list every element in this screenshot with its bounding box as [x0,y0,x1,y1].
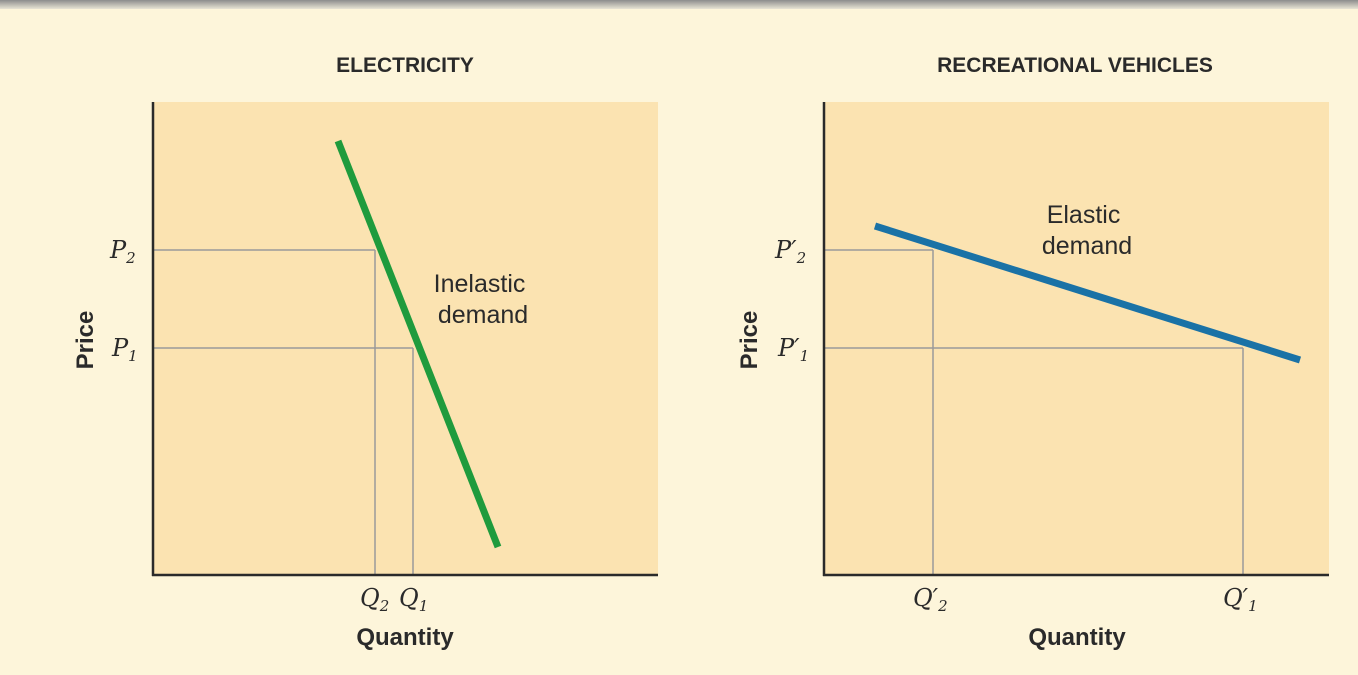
demand-curve [334,139,502,549]
tick-main: P′ [777,334,800,362]
plot-area [825,102,1329,575]
tick-main: P [109,236,127,264]
demand-curve [873,222,1302,364]
tick-main: P [111,334,129,362]
x-axis-label: Quantity [1028,624,1126,651]
curve-label-line: demand [438,301,528,329]
curve-label-line: Elastic [1047,201,1121,229]
y-tick-label: P2 [109,236,136,267]
plot-area [154,102,658,575]
curve-label: Inelastic demand [434,270,533,329]
panel-title: ELECTRICITY [336,54,474,77]
tick-sub: 2 [379,597,390,615]
tick-main: Q′ [913,584,939,612]
tick-main: Q [399,584,419,612]
tick-sub: 2 [125,249,136,267]
tick-sub: 2 [796,249,807,267]
x-tick-label: Q2 [360,584,389,615]
tick-main: Q [360,584,380,612]
tick-sub: 1 [800,347,810,365]
y-axis-label: Price [72,311,99,370]
panel-electricity: ELECTRICITY Inelastic demand P2 P1 Q2 Q1… [72,54,658,651]
tick-main: P′ [774,236,797,264]
x-tick-label: Q′2 [913,584,948,615]
top-bar [0,0,1358,9]
curve-label-line: demand [1042,232,1132,260]
tick-main: Q′ [1223,584,1249,612]
x-tick-label: Q1 [399,584,428,615]
x-tick-label: Q′1 [1223,584,1258,615]
curve-label-line: Inelastic [434,270,526,298]
tick-sub: 2 [937,597,948,615]
curve-label: Elastic demand [1042,201,1132,260]
y-axis-label: Price [736,311,763,370]
y-tick-label: P′1 [777,334,809,365]
y-tick-label: P1 [111,334,138,365]
x-axis-label: Quantity [356,624,454,651]
tick-sub: 1 [419,597,429,615]
tick-sub: 1 [128,347,138,365]
tick-sub: 1 [1248,597,1258,615]
panel-recreational-vehicles: RECREATIONAL VEHICLES Elastic demand P′2… [736,54,1329,651]
panel-title: RECREATIONAL VEHICLES [937,54,1213,77]
y-tick-label: P′2 [774,236,806,267]
